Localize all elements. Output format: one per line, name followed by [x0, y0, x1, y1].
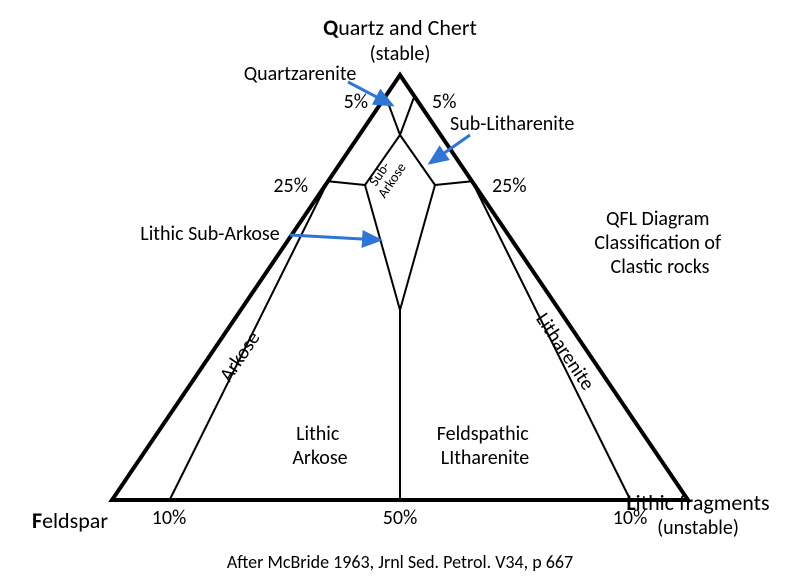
pct-base-left: 10% [152, 506, 187, 530]
callout-lithic-sub-arkose: Lithic Sub-Arkose [140, 222, 279, 246]
pct-mid-left: 25% [273, 174, 308, 198]
callout-sub-litharenite: Sub-Litharenite [450, 112, 574, 136]
caption: After McBride 1963, Jrnl Sed. Petrol. V3… [227, 551, 573, 573]
pct-base-right: 10% [613, 506, 648, 530]
vertex-top-sublabel: (stable) [370, 42, 431, 66]
pct-base-center: 50% [383, 506, 418, 530]
arrow-sub-litharenite [430, 135, 470, 163]
arrow-lithic-sub-arkose [290, 235, 380, 240]
pct-mid-right: 25% [492, 174, 527, 198]
field-lithic-arkose: Lithic Arkose [292, 422, 347, 470]
subdivision-lines [170, 96, 631, 500]
field-felds-lith: Feldspathic LItharenite [437, 422, 533, 470]
vertex-left-label: Feldspar [32, 507, 108, 534]
title-block: QFL Diagram Classification of Clastic ro… [594, 207, 725, 279]
qfl-ternary-diagram: Quartz and Chert (stable) Feldspar Lithi… [0, 0, 800, 587]
vertex-top-label: Quartz and Chert [323, 14, 477, 41]
field-sub-arkose: Sub- Arkose [362, 152, 409, 201]
vertex-right-sublabel: (unstable) [657, 516, 739, 540]
pct-top-right: 5% [432, 90, 456, 114]
pct-top-left: 5% [344, 90, 368, 114]
vertex-right-label: Lithic fragments [626, 489, 769, 516]
callout-quartzarenite: Quartzarenite [244, 62, 357, 86]
